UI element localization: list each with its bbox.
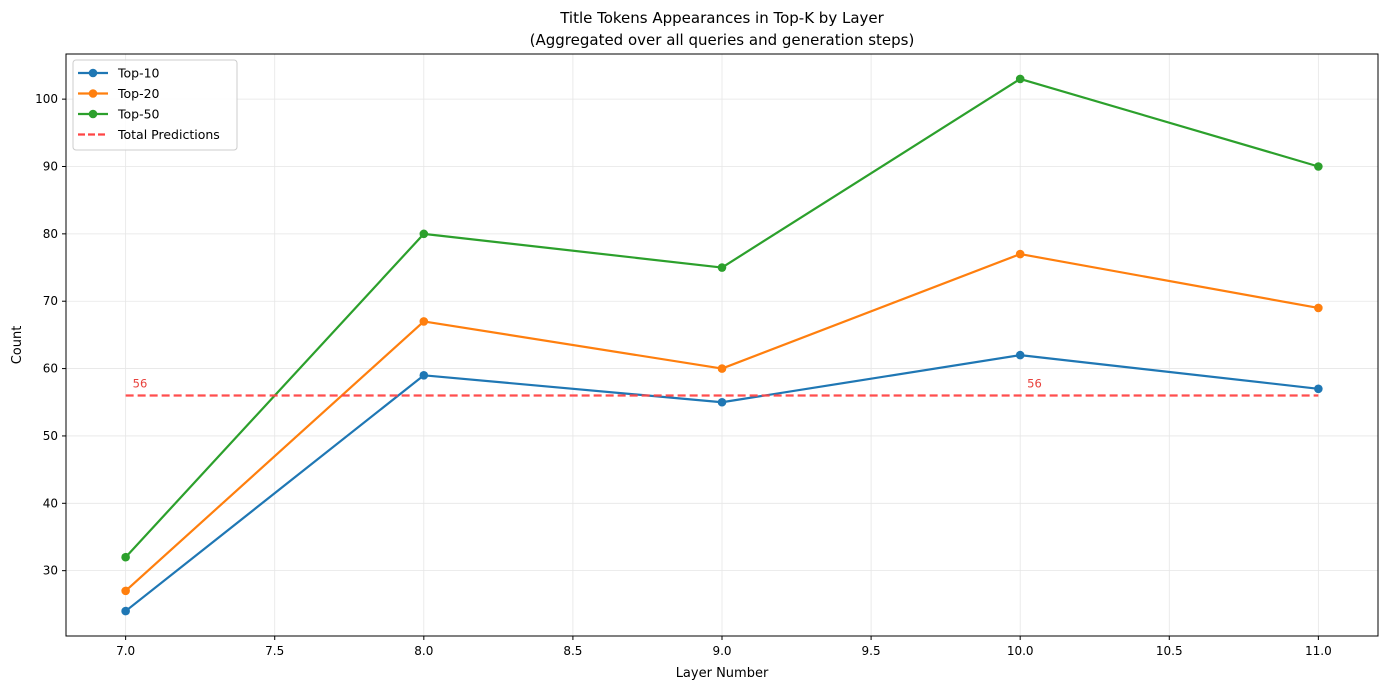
legend-label-top-20: Top-20 xyxy=(117,86,160,101)
y-tick-label: 40 xyxy=(43,496,58,510)
legend: Top-10 Top-20 Top-50 Total Predictions xyxy=(72,59,238,151)
x-tick-label: 10.5 xyxy=(1156,644,1183,658)
data-point-top-20 xyxy=(121,586,130,596)
legend-label-top-10: Top-10 xyxy=(117,66,160,81)
x-tick-label: 8.0 xyxy=(414,644,433,658)
y-axis-label: Count xyxy=(10,326,25,365)
grid xyxy=(66,54,1378,636)
data-point-top-10 xyxy=(1314,384,1323,394)
x-axis-label: Layer Number xyxy=(676,666,769,681)
y-tick-label: 80 xyxy=(43,227,58,241)
data-point-top-10 xyxy=(1015,350,1025,360)
x-tick-label: 9.5 xyxy=(862,644,881,658)
data-point-top-10 xyxy=(419,371,429,380)
chart-subtitle: (Aggregated over all queries and generat… xyxy=(530,31,915,49)
data-point-top-50 xyxy=(1314,162,1323,171)
chart-title: Title Tokens Appearances in Top-K by Lay… xyxy=(559,9,884,27)
data-point-top-10 xyxy=(717,397,727,407)
data-point-top-20 xyxy=(1015,249,1025,259)
legend-label-total-predictions: Total Predictions xyxy=(117,127,220,142)
data-point-top-50 xyxy=(121,552,130,562)
legend-label-top-50: Top-50 xyxy=(117,107,160,122)
y-tick-label: 60 xyxy=(43,362,58,376)
data-point-top-20 xyxy=(717,364,727,373)
x-tick-label: 8.5 xyxy=(563,644,582,658)
annotations: 56 56 xyxy=(133,377,1042,391)
series-group xyxy=(121,74,1323,616)
x-tick-label: 10.0 xyxy=(1007,644,1034,658)
legend-marker-top-50 xyxy=(88,109,98,119)
y-tick-label: 90 xyxy=(43,159,58,173)
y-tick-label: 100 xyxy=(35,92,58,106)
x-tick-label: 7.5 xyxy=(265,644,284,658)
y-tick-label: 70 xyxy=(43,294,58,308)
data-point-top-10 xyxy=(121,606,130,616)
annotation-label: 56 xyxy=(1027,377,1042,391)
y-tick-label: 50 xyxy=(43,429,58,443)
x-tick-label: 9.0 xyxy=(712,644,731,658)
data-point-top-20 xyxy=(419,317,429,326)
x-tick-label: 7.0 xyxy=(116,644,135,658)
data-point-top-20 xyxy=(1314,303,1323,313)
annotation-label: 56 xyxy=(133,377,148,391)
data-point-top-50 xyxy=(717,263,727,272)
x-tick-label: 11.0 xyxy=(1305,644,1332,658)
data-point-top-50 xyxy=(419,229,429,239)
legend-marker-top-10 xyxy=(88,68,98,78)
data-point-top-50 xyxy=(1015,74,1025,84)
axis-ticks: 7.0 7.5 8.0 8.5 9.0 9.5 10.0 10.5 11.0 30 40 50 60 70… xyxy=(35,92,1332,658)
legend-box xyxy=(72,59,238,151)
legend-marker-top-20 xyxy=(88,89,98,98)
y-tick-label: 30 xyxy=(43,564,58,578)
